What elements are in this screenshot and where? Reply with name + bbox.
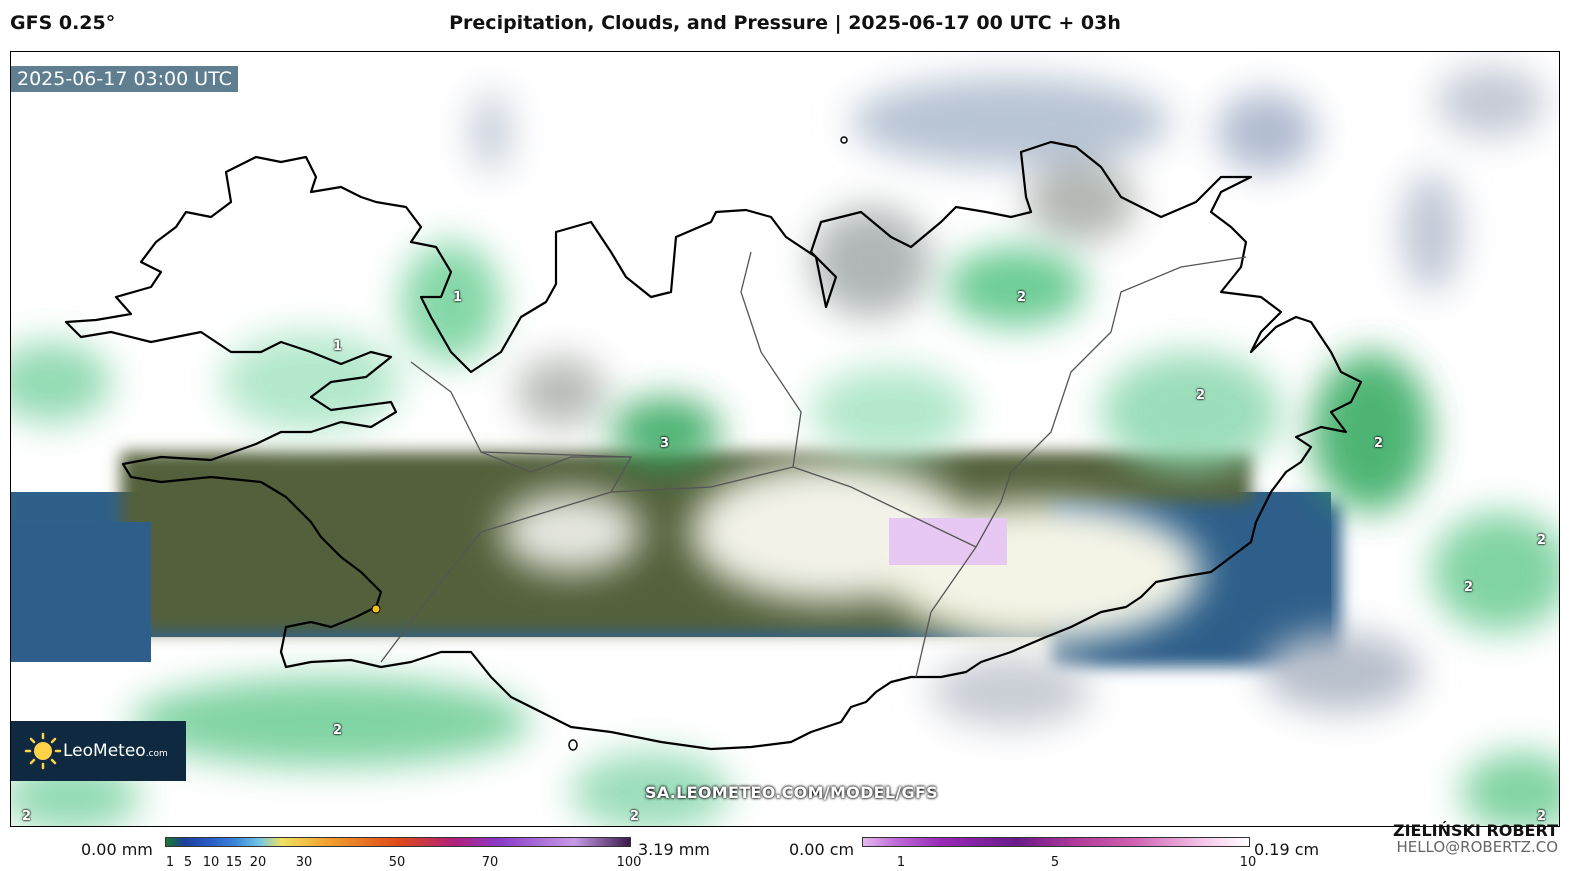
westman-island [568,739,578,751]
snow-patch [889,518,1007,565]
label-2-bottom-center: 2 [630,809,640,824]
rain-tick: 70 [481,855,499,870]
snow-max-label: 0.19 cm [1254,840,1320,859]
cloud-cover [471,67,1546,727]
iceland-coastline [64,140,1363,751]
snow-colorbar [862,837,1250,847]
rain-tick: 50 [388,855,406,870]
rain-tick: 15 [225,855,243,870]
label-2-southwest-sea: 2 [333,723,343,738]
leometeo-logo[interactable]: LeoMeteo.com [11,721,186,781]
rain-tick: 5 [183,855,193,870]
label-2-northeast: 2 [1196,388,1206,403]
label-3-central: 3 [660,436,670,451]
rain-colorbar [165,837,631,847]
snow-tick: 5 [1050,855,1060,870]
map-canvas [11,67,1559,826]
rain-tick: 30 [295,855,313,870]
label-1-northwest: 1 [453,290,463,305]
author-email[interactable]: HELLO@ROBERTZ.CO [1396,838,1558,856]
weather-map: 2025-06-17 03:00 UTC 1 1 2 2 3 2 2 2 2 2… [10,51,1560,827]
rain-tick: 20 [249,855,267,870]
reykjavik-marker [371,604,381,614]
grimsey-island [840,136,848,144]
timestamp-label: 2025-06-17 03:00 UTC [11,66,238,92]
label-2-bottom-right: 2 [1537,809,1547,824]
sun-icon [24,732,62,770]
snow-tick: 1 [896,855,906,870]
rain-max-label: 3.19 mm [638,840,710,859]
source-watermark: SA.LEOMETEO.COM/MODEL/GFS [645,783,938,802]
label-2-east-sea: 2 [1537,533,1547,548]
rain-tick: 100 [616,855,642,870]
model-name: GFS 0.25° [10,12,116,34]
rain-tick: 10 [202,855,220,870]
snow-tick: 10 [1239,855,1257,870]
region-borders [380,251,1247,678]
label-1-westfjords: 1 [333,339,343,354]
label-2-eastfjords: 2 [1374,436,1384,451]
snow-min-label: 0.00 cm [789,840,855,859]
author-credit: ZIELIŃSKI ROBERT [1392,821,1558,840]
label-2-north: 2 [1017,290,1027,305]
label-2-southeast-sea: 2 [1464,580,1474,595]
rain-tick: 1 [165,855,175,870]
label-2-bottom-left: 2 [22,809,32,824]
logo-text: LeoMeteo.com [63,741,168,761]
rain-min-label: 0.00 mm [81,840,153,859]
chart-title: Precipitation, Clouds, and Pressure | 20… [449,12,1121,34]
